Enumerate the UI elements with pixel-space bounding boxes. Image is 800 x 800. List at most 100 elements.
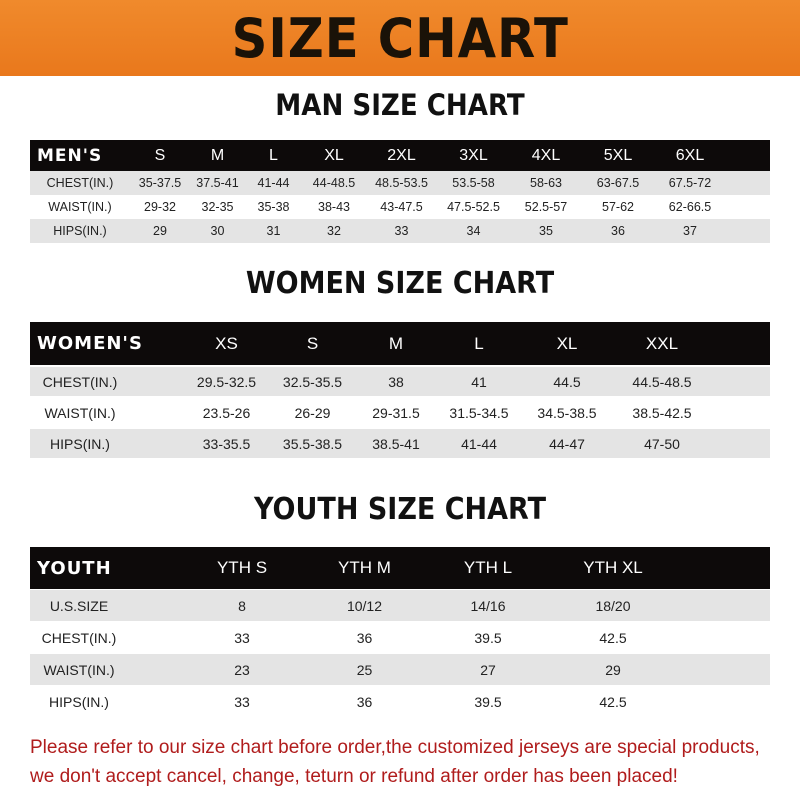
- cell-value: 63-67.5: [596, 176, 640, 190]
- size-header: YTH S: [216, 558, 268, 577]
- cell-value: 36: [611, 224, 625, 238]
- cell-value: 34: [466, 224, 481, 238]
- row-label: HIPS(IN.): [53, 224, 107, 238]
- cell-value: 27: [480, 661, 496, 678]
- men-size-table: MEN'S S M L XL 2XL 3XL 4XL 5XL 6XL CHEST(IN.) 35-37…: [30, 140, 770, 243]
- table-header-row: YOUTH YTH S YTH M YTH L YTH XL: [30, 547, 770, 589]
- size-header: 5XL: [603, 146, 633, 164]
- cell-value: 58-63: [530, 176, 562, 190]
- cell-value: 29: [605, 661, 621, 678]
- table-row: HIPS(IN.) 29 30 31 32 33 34 35 36 37: [30, 219, 770, 243]
- cell-value: 29: [153, 224, 167, 238]
- cell-value: 36: [356, 629, 373, 646]
- header-label: YOUTH: [37, 557, 112, 579]
- cell-value: 35-37.5: [138, 176, 182, 190]
- row-label: CHEST(IN.): [41, 629, 117, 646]
- table-row: CHEST(IN.) 33 36 39.5 42.5: [30, 622, 770, 653]
- notice-line: Please refer to our size chart before or…: [30, 737, 760, 758]
- cell-value: 44-47: [549, 435, 585, 452]
- row-label: U.S.SIZE: [49, 597, 109, 614]
- cell-value: 43-47.5: [380, 200, 423, 214]
- size-header: S: [306, 333, 319, 353]
- cell-value: 42.5: [599, 629, 627, 646]
- row-label: HIPS(IN.): [50, 435, 110, 452]
- men-section-title: MAN SIZE CHART: [275, 88, 525, 122]
- size-header: XXL: [645, 333, 679, 353]
- table-row: WAIST(IN.) 23.5-26 26-29 29-31.5 31.5-34.5 34…: [30, 398, 770, 427]
- table-row: CHEST(IN.) 35-37.5 37.5-41 41-44 44-48.5 48.5…: [30, 171, 770, 195]
- cell-value: 47.5-52.5: [447, 200, 500, 214]
- cell-value: 37: [683, 224, 697, 238]
- cell-value: 36: [356, 693, 373, 710]
- women-section-title: WOMEN SIZE CHART: [245, 266, 555, 301]
- cell-value: 41-44: [257, 176, 290, 190]
- cell-value: 33: [394, 224, 409, 238]
- cell-value: 32.5-35.5: [282, 373, 343, 390]
- cell-value: 33: [234, 629, 250, 646]
- cell-value: 18/20: [595, 597, 631, 614]
- size-header: M: [210, 146, 225, 164]
- cell-value: 67.5-72: [668, 176, 712, 190]
- table-row: HIPS(IN.) 33 36 39.5 42.5: [30, 686, 770, 717]
- size-header: 6XL: [675, 146, 705, 164]
- cell-value: 29-31.5: [372, 404, 420, 421]
- size-header: XL: [556, 333, 578, 353]
- cell-value: 31.5-34.5: [449, 404, 509, 421]
- page-title: SIZE CHART: [231, 6, 569, 70]
- cell-value: 10/12: [346, 597, 383, 614]
- cell-value: 29.5-32.5: [196, 373, 257, 390]
- cell-value: 47-50: [644, 435, 680, 452]
- size-header: L: [474, 333, 484, 353]
- cell-value: 42.5: [599, 693, 627, 710]
- row-label: HIPS(IN.): [49, 693, 109, 710]
- cell-value: 62-66.5: [668, 200, 712, 214]
- cell-value: 53.5-58: [452, 176, 495, 190]
- youth-section-title: YOUTH SIZE CHART: [253, 492, 547, 527]
- row-label: WAIST(IN.): [43, 661, 115, 678]
- table-row: U.S.SIZE 8 10/12 14/16 18/20: [30, 590, 770, 621]
- cell-value: 44.5-48.5: [632, 373, 692, 390]
- header-label: MEN'S: [37, 145, 103, 166]
- youth-size-table: YOUTH YTH S YTH M YTH L YTH XL U.S.SIZE 8 10/12…: [30, 547, 770, 717]
- table-row: CHEST(IN.) 29.5-32.5 32.5-35.5 38 41 44.5 44.5…: [30, 367, 770, 396]
- cell-value: 32: [327, 224, 341, 238]
- cell-value: 30: [210, 224, 225, 238]
- row-label: WAIST(IN.): [44, 404, 116, 421]
- cell-value: 38.5-42.5: [632, 404, 692, 421]
- cell-value: 32-35: [201, 200, 234, 214]
- cell-value: 41: [471, 373, 487, 390]
- cell-value: 29-32: [144, 200, 176, 214]
- cell-value: 14/16: [470, 597, 506, 614]
- cell-value: 34.5-38.5: [537, 404, 597, 421]
- size-header: XS: [215, 333, 238, 353]
- cell-value: 23: [234, 661, 250, 678]
- cell-value: 39.5: [474, 693, 502, 710]
- cell-value: 57-62: [602, 200, 634, 214]
- title-banner: SIZE CHART: [0, 0, 800, 76]
- header-label: WOMEN'S: [37, 333, 143, 354]
- table-row: WAIST(IN.) 23 25 27 29: [30, 654, 770, 685]
- cell-value: 38: [388, 373, 404, 390]
- size-header: YTH M: [338, 558, 391, 577]
- size-header: YTH L: [463, 558, 513, 577]
- size-header: YTH XL: [583, 558, 643, 577]
- table-row: WAIST(IN.) 29-32 32-35 35-38 38-43 43-47.5 47.…: [30, 195, 770, 219]
- size-header: L: [269, 146, 278, 164]
- table-header-row: WOMEN'S XS S M L XL XXL: [30, 322, 770, 365]
- table-header-row: MEN'S S M L XL 2XL 3XL 4XL 5XL 6XL: [30, 140, 770, 171]
- cell-value: 37.5-41: [196, 176, 239, 190]
- row-label: WAIST(IN.): [48, 200, 112, 214]
- cell-value: 8: [238, 597, 246, 614]
- cell-value: 48.5-53.5: [375, 176, 428, 190]
- cell-value: 26-29: [294, 404, 331, 421]
- cell-value: 33-35.5: [202, 435, 251, 452]
- size-header: 3XL: [459, 146, 488, 164]
- notice-line: we don't accept cancel, change, teturn o…: [30, 766, 678, 787]
- size-header: 2XL: [387, 146, 416, 164]
- cell-value: 38-43: [318, 200, 350, 214]
- cell-value: 33: [234, 693, 250, 710]
- size-header: M: [388, 333, 404, 353]
- size-header: XL: [324, 146, 344, 164]
- table-row: HIPS(IN.) 33-35.5 35.5-38.5 38.5-41 41-44 44-…: [30, 429, 770, 458]
- cell-value: 35.5-38.5: [282, 435, 343, 452]
